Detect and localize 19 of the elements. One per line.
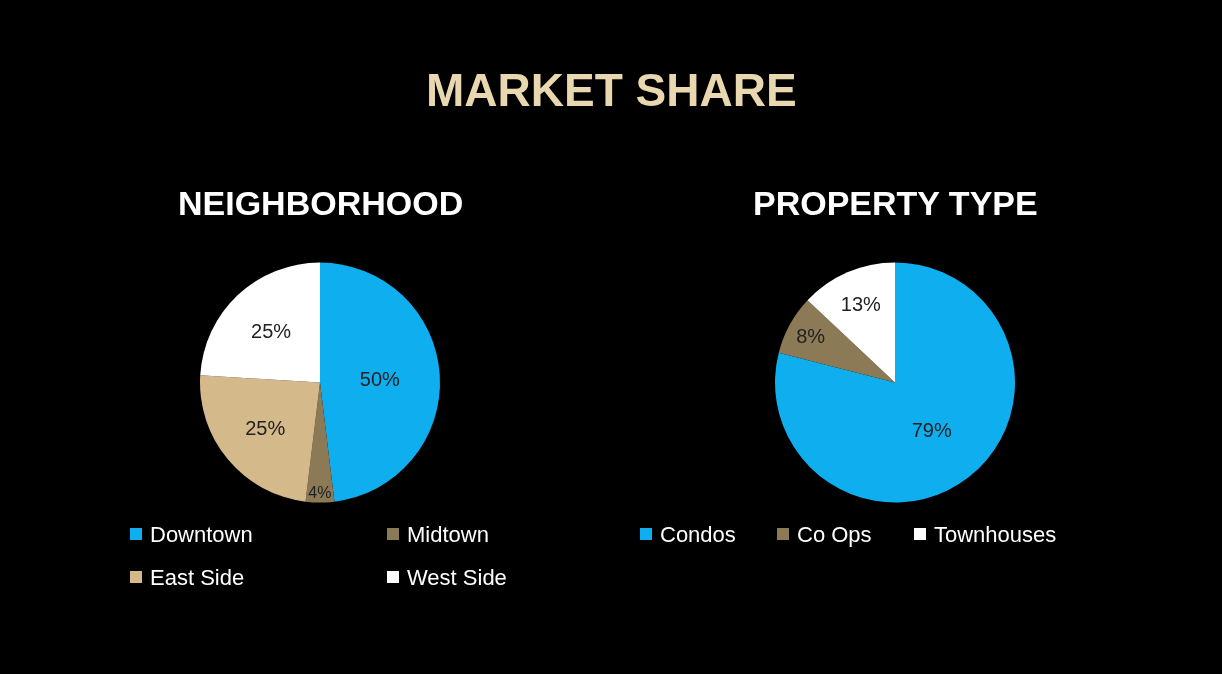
data-label: 25% — [245, 417, 286, 440]
legend-label: West Side — [407, 565, 507, 590]
chart-title: NEIGHBORHOOD — [178, 184, 464, 222]
pie-slice — [200, 262, 320, 383]
chart-title: PROPERTY TYPE — [753, 184, 1038, 222]
legend-label: Downtown — [150, 522, 253, 547]
data-label: 79% — [911, 418, 952, 441]
data-label: 8% — [796, 325, 826, 348]
data-label: 50% — [359, 367, 401, 390]
legend-label: Midtown — [407, 522, 489, 547]
pie-slice — [775, 262, 1015, 503]
text: MARKET SHARE — [426, 64, 797, 116]
legend-label: East Side — [150, 565, 245, 590]
data-label: 4% — [308, 484, 332, 502]
legend-label: Townhouses — [934, 522, 1057, 547]
data-label: 13% — [840, 292, 882, 315]
legend-label: Condos — [660, 522, 736, 547]
data-label: 25% — [251, 319, 292, 342]
legend-label: Co Ops — [797, 522, 872, 547]
